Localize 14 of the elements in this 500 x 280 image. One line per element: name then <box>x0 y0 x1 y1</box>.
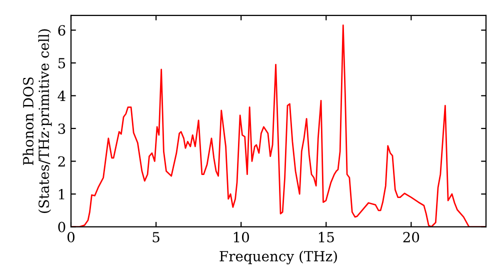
y-tick-label: 1 <box>58 188 64 200</box>
y-tick-label: 5 <box>58 58 66 68</box>
x-tick-label: 0 <box>67 232 74 242</box>
x-tick-label: 15 <box>318 232 334 242</box>
y-tick-label: 0 <box>58 222 66 232</box>
y-tick-label: 3 <box>58 123 66 134</box>
y-tick-label: 6 <box>58 25 66 36</box>
x-tick-label: 20 <box>403 232 420 242</box>
x-tick-label: 10 <box>234 232 249 242</box>
y-tick-label: 4 <box>58 90 66 101</box>
x-tick-label: 5 <box>152 232 160 242</box>
x-axis-title: Frequency (THz) <box>220 250 337 264</box>
y-tick-label: 2 <box>58 156 65 167</box>
y-axis-title: Phonon DOS (States/THz·primitive cell) <box>22 29 52 213</box>
